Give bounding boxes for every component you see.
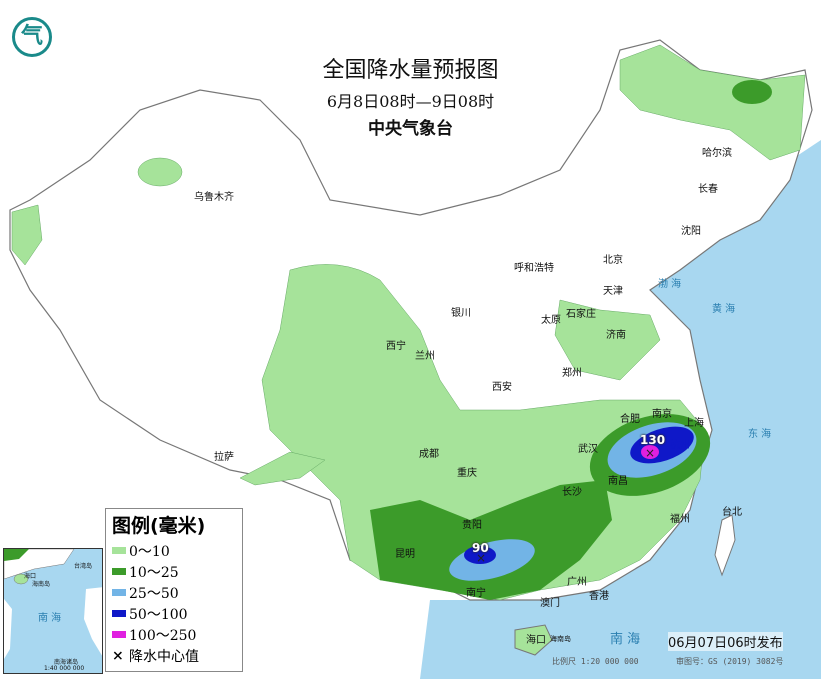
city-label: 香港 — [589, 591, 609, 602]
city-label: 呼和浩特 — [514, 263, 554, 274]
legend-item: 100～250 — [112, 624, 236, 645]
legend-swatch — [112, 547, 126, 554]
legend-swatch — [112, 610, 126, 617]
city-label: 西宁 — [386, 341, 406, 352]
city-label: 天津 — [603, 286, 623, 297]
city-label: 南京 — [652, 409, 672, 420]
inset-label: 南海诸岛 — [54, 659, 79, 666]
city-label: 长沙 — [562, 487, 582, 498]
logo-text: 气 — [20, 24, 43, 49]
legend-item: × 降水中心值 — [112, 645, 236, 666]
city-label: 兰州 — [415, 351, 435, 362]
map-title: 全国降水量预报图 — [322, 58, 499, 83]
legend-label: 降水中心值 — [129, 648, 199, 665]
city-label: 合肥 — [620, 414, 640, 425]
city-label: 西安 — [492, 382, 512, 393]
issue-time: 06月07日06时发布 — [668, 632, 783, 651]
city-label: 广州 — [567, 577, 587, 588]
precip-center-value: 130 — [640, 433, 666, 447]
city-label: 济南 — [606, 330, 626, 341]
city-label: 哈尔滨 — [702, 148, 732, 159]
sea-label-nanhai: 南 海 — [610, 632, 641, 647]
map-review-number: 审图号：GS (2019) 3082号 — [676, 657, 784, 666]
city-label: 石家庄 — [566, 309, 596, 320]
city-label: 太原 — [541, 315, 561, 326]
center-marker-icon: × — [645, 446, 655, 460]
legend-label: 100～250 — [129, 627, 197, 644]
city-label: 银川 — [451, 308, 471, 319]
city-label: 台北 — [722, 507, 742, 518]
city-label: 上海 — [684, 418, 704, 429]
map-scale: 比例尺 1:20 000 000 — [552, 657, 639, 666]
legend-swatch — [112, 589, 126, 596]
center-marker-icon: × — [476, 551, 486, 565]
city-label: 武汉 — [578, 444, 598, 455]
city-label: 海南岛 — [550, 635, 571, 643]
legend-label: 25～50 — [129, 585, 179, 602]
cma-logo: 气 — [12, 17, 52, 57]
sea-label-donghai: 东 海 — [748, 429, 772, 440]
inset-scale: 1:40 000 000 — [44, 665, 85, 672]
city-label: 乌鲁木齐 — [194, 192, 234, 203]
city-label: 郑州 — [562, 368, 582, 379]
rain-100-250 — [641, 445, 659, 459]
inset-map — [4, 549, 102, 659]
legend: 图例(毫米) 0～10 10～25 25～50 50～100 100～250 ×… — [105, 508, 243, 672]
legend-title: 图例(毫米) — [112, 515, 206, 537]
legend-swatch — [112, 631, 126, 638]
city-label: 澳门 — [540, 598, 560, 609]
city-label: 成都 — [419, 449, 439, 460]
city-label: 沈阳 — [681, 226, 701, 237]
hainan-island — [514, 624, 553, 656]
inset-sea-label: 南 海 — [38, 613, 62, 624]
legend-label: 50～100 — [129, 606, 188, 623]
inset-label: 海南岛 — [32, 581, 51, 588]
issuer: 中央气象台 — [368, 119, 453, 139]
inset-label: 台湾岛 — [74, 563, 93, 570]
taiwan-island — [714, 514, 736, 577]
sea-label-huanghai: 黄 海 — [712, 304, 736, 315]
legend-item: 25～50 — [112, 582, 236, 603]
city-label: 长春 — [698, 184, 718, 195]
sea-label-bohai: 渤 海 — [658, 279, 682, 290]
south-china-sea-inset: 海口 海南岛 台湾岛 南 海 南海诸岛 1:40 000 000 — [3, 548, 103, 674]
precip-center-value: 90 — [472, 541, 489, 555]
legend-item: 10～25 — [112, 561, 236, 582]
legend-label: 0～10 — [129, 543, 170, 560]
legend-item: 50～100 — [112, 603, 236, 624]
city-label: 北京 — [603, 255, 623, 266]
city-label: 昆明 — [395, 549, 415, 560]
city-label: 福州 — [670, 514, 690, 525]
legend-label: 10～25 — [129, 564, 179, 581]
legend-item: 0～10 — [112, 540, 236, 561]
legend-swatch — [112, 568, 126, 575]
city-label: 海口 — [526, 635, 546, 646]
city-label: 贵阳 — [462, 520, 482, 531]
city-label: 拉萨 — [214, 452, 234, 463]
forecast-period: 6月8日08时—9日08时 — [326, 92, 495, 111]
center-marker-icon: × — [112, 647, 124, 664]
city-label: 杭州 — [670, 440, 690, 451]
city-label: 南昌 — [608, 476, 628, 487]
inset-label: 海口 — [24, 573, 37, 580]
city-label: 重庆 — [457, 468, 477, 479]
city-label: 南宁 — [466, 588, 486, 599]
